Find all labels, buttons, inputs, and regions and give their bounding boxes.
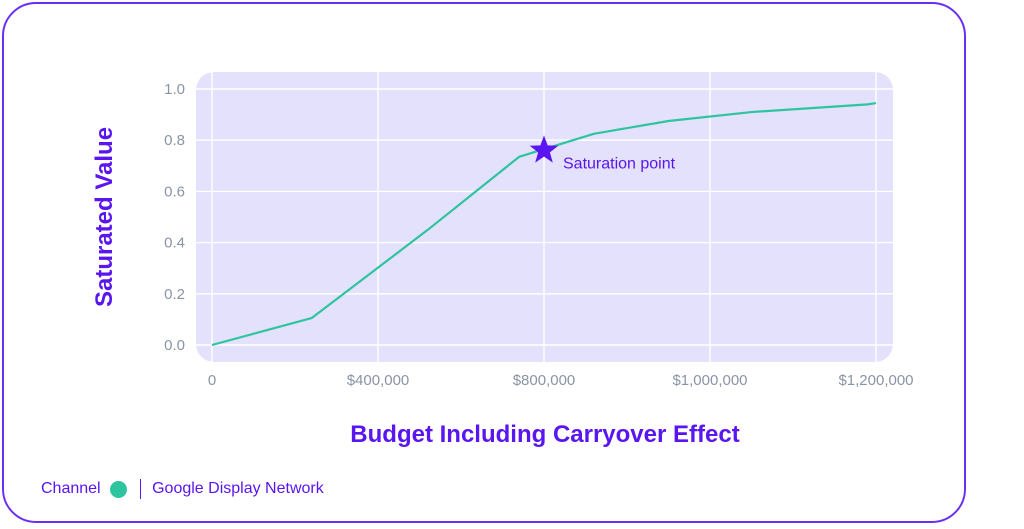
y-tick-label: 0.8 [164,132,185,149]
x-tick-label: $400,000 [347,372,410,389]
saturation-point-label: Saturation point [563,155,676,172]
y-axis-title: Saturated Value [91,127,118,307]
channel-color-dot [109,480,127,498]
x-tick-label: $800,000 [513,372,576,389]
y-tick-label: 0.2 [164,286,185,303]
y-tick-label: 1.0 [164,81,185,98]
y-tick-label: 0.6 [164,183,185,200]
x-tick-label: $1,200,000 [838,372,913,389]
series-line [211,101,877,347]
saturation-star-marker [529,135,559,163]
x-axis-title: Budget Including Carryover Effect [350,421,739,448]
separator [139,479,142,499]
channel-label: Channel [41,480,101,497]
y-tick-label: 0.4 [164,235,185,252]
channel-name: Google Display Network [152,480,324,497]
x-tick-label: 0 [208,372,216,389]
x-tick-label: $1,000,000 [672,372,747,389]
y-tick-label: 0.0 [164,337,185,354]
legend-footer: Channel Google Display Network [41,479,324,499]
